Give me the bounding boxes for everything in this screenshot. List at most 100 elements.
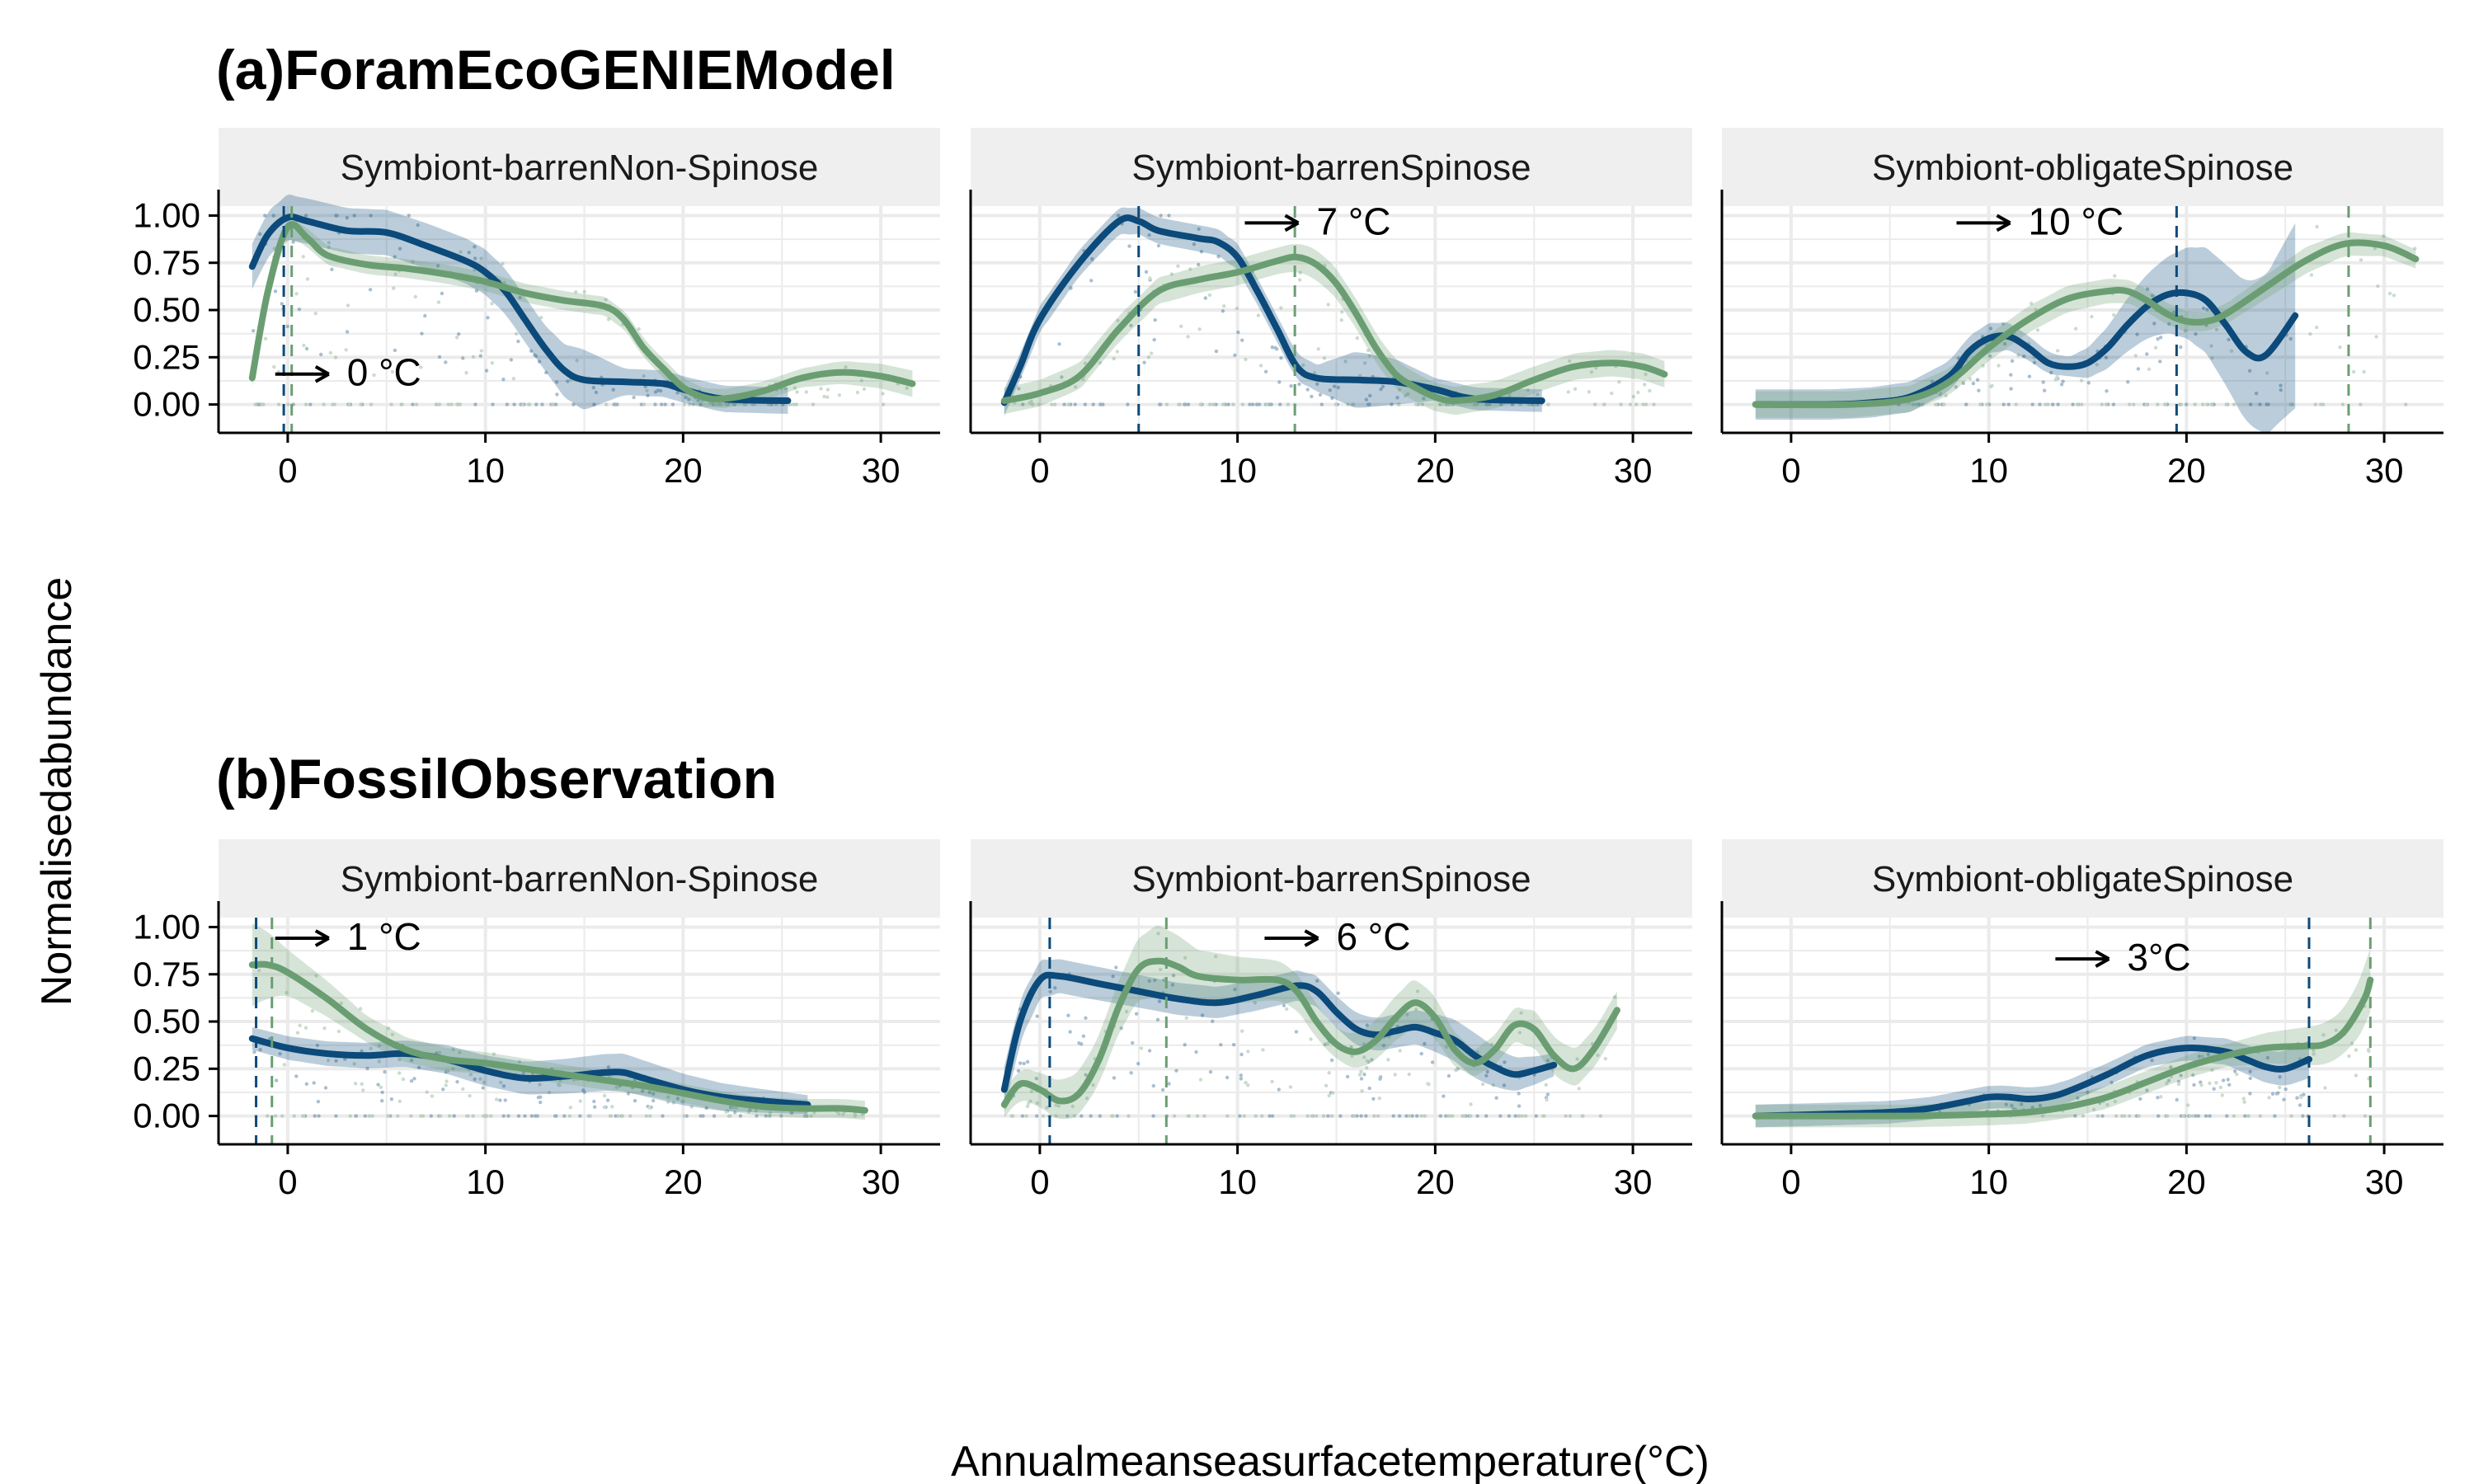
raw-point	[334, 1114, 338, 1118]
raw-point	[1200, 402, 1204, 406]
x-tick-label: 0	[1781, 451, 1800, 490]
raw-point	[2186, 1103, 2190, 1107]
raw-point	[2165, 1114, 2170, 1118]
raw-point	[2183, 329, 2188, 333]
x-tick-label: 20	[664, 451, 703, 490]
raw-point	[1566, 390, 1571, 394]
raw-point	[2258, 1114, 2262, 1118]
raw-point	[2114, 1114, 2119, 1118]
raw-point	[273, 289, 278, 294]
raw-point	[421, 1114, 426, 1118]
raw-point	[393, 348, 397, 353]
raw-point	[534, 1114, 538, 1118]
raw-point	[581, 1088, 586, 1092]
raw-point	[2175, 1097, 2179, 1102]
raw-point	[419, 1114, 423, 1118]
raw-point	[2248, 1076, 2252, 1081]
raw-point	[604, 402, 609, 406]
raw-point	[1144, 270, 1149, 274]
raw-point	[1617, 380, 1621, 384]
raw-point	[728, 1105, 733, 1110]
raw-point	[1238, 1114, 1242, 1118]
raw-point	[1326, 303, 1330, 307]
raw-point	[485, 1114, 489, 1118]
raw-point	[411, 260, 415, 264]
raw-point	[361, 361, 365, 365]
raw-point	[1148, 276, 1152, 280]
raw-point	[533, 353, 537, 357]
raw-point	[1248, 402, 1252, 406]
raw-point	[1631, 394, 1636, 399]
shift-annotation: 6 °C	[1264, 915, 1410, 958]
raw-point	[704, 1106, 708, 1111]
raw-point	[1065, 1114, 1070, 1118]
panels-layer: Symbiont-barrenNon-Spinose 0 °C 0 10 20 30 0.0…	[133, 128, 2443, 1201]
x-tick-label: 30	[862, 451, 901, 490]
raw-point	[2313, 402, 2318, 406]
series-line-green	[248, 960, 868, 1114]
raw-point	[359, 1007, 363, 1011]
raw-point	[844, 365, 848, 369]
raw-point	[535, 1114, 539, 1118]
raw-point	[1239, 1052, 1244, 1057]
raw-point	[1208, 1070, 1213, 1074]
raw-point	[1310, 1114, 1315, 1118]
raw-point	[360, 402, 364, 406]
raw-point	[1489, 1042, 1494, 1046]
raw-point	[1464, 1114, 1468, 1118]
confidence-band	[1004, 207, 1542, 416]
raw-point	[2049, 370, 2053, 375]
raw-point	[413, 294, 417, 299]
raw-point	[256, 402, 261, 406]
raw-point	[437, 1114, 441, 1118]
raw-point	[2001, 322, 2006, 326]
raw-point	[689, 1105, 694, 1109]
raw-point	[1054, 1103, 1058, 1107]
raw-point	[1366, 1059, 1371, 1064]
raw-point	[660, 402, 664, 406]
arrow-head	[314, 364, 330, 383]
raw-point	[604, 1105, 608, 1110]
raw-point	[331, 402, 335, 406]
raw-point	[1467, 1114, 1471, 1118]
raw-point	[2001, 402, 2006, 406]
raw-point	[1129, 1071, 1133, 1075]
raw-point	[1072, 1114, 1077, 1118]
raw-point	[1954, 385, 1958, 389]
raw-point	[2362, 369, 2366, 374]
raw-point	[1336, 991, 1340, 995]
raw-point	[1250, 402, 1255, 406]
raw-point	[1068, 1030, 1072, 1034]
series-line-green	[1752, 976, 2374, 1120]
facet-label: Symbiont-barrenNon-Spinose	[341, 859, 819, 899]
raw-point	[725, 402, 730, 406]
raw-point	[1475, 402, 1479, 406]
raw-point	[2100, 1114, 2105, 1118]
raw-point	[1066, 402, 1071, 406]
raw-point	[2185, 402, 2189, 406]
raw-point	[1119, 1026, 1123, 1031]
row-a-title: (a)ForamEcoGENIEModel	[216, 39, 896, 101]
raw-point	[416, 223, 420, 228]
raw-point	[1091, 1082, 1095, 1087]
raw-point	[520, 402, 524, 406]
raw-point	[2248, 402, 2253, 406]
x-tick-label: 0	[1030, 1162, 1049, 1201]
raw-point	[1112, 1076, 1117, 1080]
raw-point	[335, 214, 339, 218]
raw-point	[1022, 1061, 1026, 1066]
raw-point	[1416, 402, 1420, 406]
raw-point	[2224, 402, 2228, 406]
raw-point	[742, 402, 746, 406]
panel-2: Symbiont-barrenSpinose 7 °C 0 10 20 30	[969, 128, 1692, 490]
raw-point	[768, 1111, 772, 1115]
raw-point	[257, 968, 261, 973]
raw-point	[1211, 1019, 1215, 1023]
raw-point	[1060, 375, 1064, 379]
series-line-blue	[248, 1035, 811, 1108]
raw-point	[1098, 402, 1103, 406]
raw-point	[1438, 1114, 1443, 1118]
raw-point	[1939, 392, 1943, 396]
raw-point	[1545, 1059, 1550, 1063]
raw-point	[632, 395, 636, 400]
